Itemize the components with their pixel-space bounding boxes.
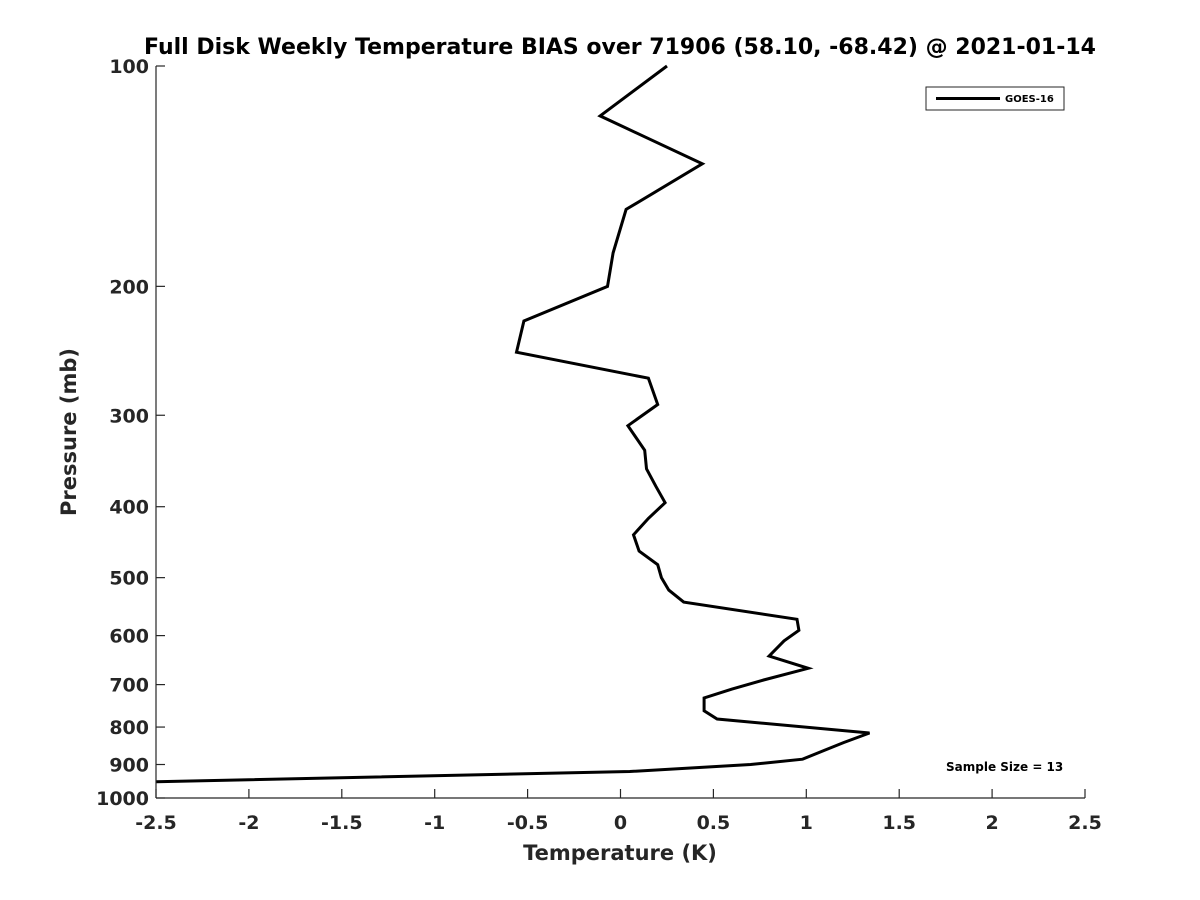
legend: GOES-16 (925, 86, 1065, 111)
y-tick-label: 200 (109, 276, 149, 298)
x-tick-label: -2.5 (135, 812, 177, 834)
y-tick-label: 800 (109, 717, 149, 739)
x-tick-label: -1.5 (321, 812, 363, 834)
x-tick-label: 0.5 (697, 812, 731, 834)
y-tick-label: 600 (109, 626, 149, 648)
y-tick-label: 500 (109, 568, 149, 590)
x-axis-ticks: -2.5 -2 -1.5 -1 -0.5 0 0.5 1 1.5 2 2.5 (135, 789, 1102, 834)
x-tick-label: -0.5 (507, 812, 549, 834)
series-line-goes-16 (155, 64, 871, 784)
y-tick-label: 1000 (96, 788, 149, 810)
x-tick-label: 2.5 (1068, 812, 1102, 834)
legend-label-goes-16: GOES-16 (1005, 94, 1054, 105)
y-axis-ticks: 100 200 300 400 500 600 700 800 900 1000 (96, 56, 165, 810)
x-tick-label: 1 (800, 812, 813, 834)
y-tick-label: 700 (109, 675, 149, 697)
x-tick-label: 2 (985, 812, 998, 834)
x-tick-label: 0 (614, 812, 627, 834)
y-tick-label: 100 (109, 56, 149, 78)
y-tick-label: 300 (109, 405, 149, 427)
sample-size-annotation: Sample Size = 13 (946, 760, 1063, 774)
x-tick-label: 1.5 (882, 812, 916, 834)
plot-area (156, 66, 1085, 798)
x-tick-label: -2 (238, 812, 259, 834)
y-tick-label: 400 (109, 497, 149, 519)
y-axis-label: Pressure (mb) (57, 348, 81, 516)
x-tick-label: -1 (424, 812, 445, 834)
y-tick-label: 900 (109, 755, 149, 777)
chart-title: Full Disk Weekly Temperature BIAS over 7… (144, 35, 1096, 60)
x-axis-label: Temperature (K) (523, 841, 717, 865)
